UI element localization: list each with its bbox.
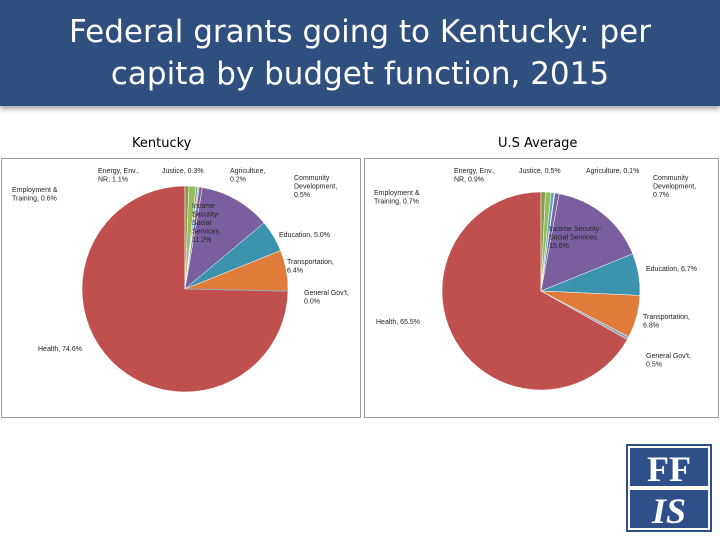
kentucky-pie-chart: Health, 74.6% Employment & Training, 0.6% E… [12, 168, 349, 393]
us-average-label-agriculture: Agriculture, 0.1% [586, 168, 639, 175]
us-average-pie-chart: Health, 65.5% Employment & Training, 0.7% E… [374, 168, 697, 391]
us-average-label-income-security-social-services: Income Security-Social Services, 15.6% [549, 226, 602, 250]
us-average-label-employment-training: Employment & Training, 0.7% [374, 190, 420, 206]
kentucky-label-justice: Justice, 0.3% [162, 168, 204, 175]
title-bar: Federal grants going to Kentucky: per ca… [0, 0, 720, 106]
kentucky-label-employment-training: Employment & Training, 0.6% [12, 187, 58, 203]
us-average-label-education: Education, 6.7% [646, 266, 697, 273]
kentucky-label-transportation: Transportation, 6.4% [287, 259, 334, 275]
kentucky-pie-chart-frame: Health, 74.6% Employment & Training, 0.6% E… [1, 158, 361, 418]
us-average-label-health: Health, 65.5% [376, 319, 420, 326]
chart-title-kentucky: Kentucky [132, 136, 192, 151]
logo-bottom-letters: IS [651, 491, 686, 531]
chart-title-us-average: U.S Average [498, 136, 578, 151]
kentucky-label-community-development: Community Development, 0.5% [294, 175, 337, 199]
kentucky-label-health: Health, 74.6% [38, 346, 82, 353]
kentucky-slice-general-gov-t [184, 288, 288, 292]
ffis-logo: FF IS [626, 444, 712, 532]
kentucky-slice-health [81, 185, 289, 393]
us-average-pie-chart-frame: Health, 65.5% Employment & Training, 0.7% E… [364, 158, 719, 418]
us-average-label-energy-env-nr: Energy, Env., NR, 0.9% [454, 168, 495, 184]
slide-title: Federal grants going to Kentucky: per ca… [69, 14, 651, 92]
us-average-label-justice: Justice, 0.5% [519, 168, 561, 175]
kentucky-slice-income-security-social-services [184, 187, 265, 290]
kentucky-label-education: Education, 5.0% [279, 232, 330, 239]
us-average-label-general-gov-t: General Gov't, 0.5% [646, 353, 691, 369]
us-average-label-transportation: Transportation, 6.8% [643, 314, 690, 330]
kentucky-label-income-security-social-services: Income Security-Social Services, 11.2% [192, 203, 221, 244]
us-average-slice-health [441, 191, 628, 391]
us-average-slice-income-security-social-services [540, 193, 634, 292]
kentucky-label-agriculture: Agriculture, 0.2% [230, 168, 265, 184]
logo-top-letters: FF [647, 449, 691, 489]
us-average-slice-general-gov-t [540, 290, 630, 340]
us-average-label-community-development: Community Development, 0.7% [653, 175, 696, 199]
ffis-logo-mark: FF IS [626, 444, 712, 532]
kentucky-label-energy-env-nr: Energy, Env., NR, 1.1% [98, 168, 139, 184]
kentucky-label-general-gov-t: General Gov't, 0.0% [304, 290, 349, 306]
